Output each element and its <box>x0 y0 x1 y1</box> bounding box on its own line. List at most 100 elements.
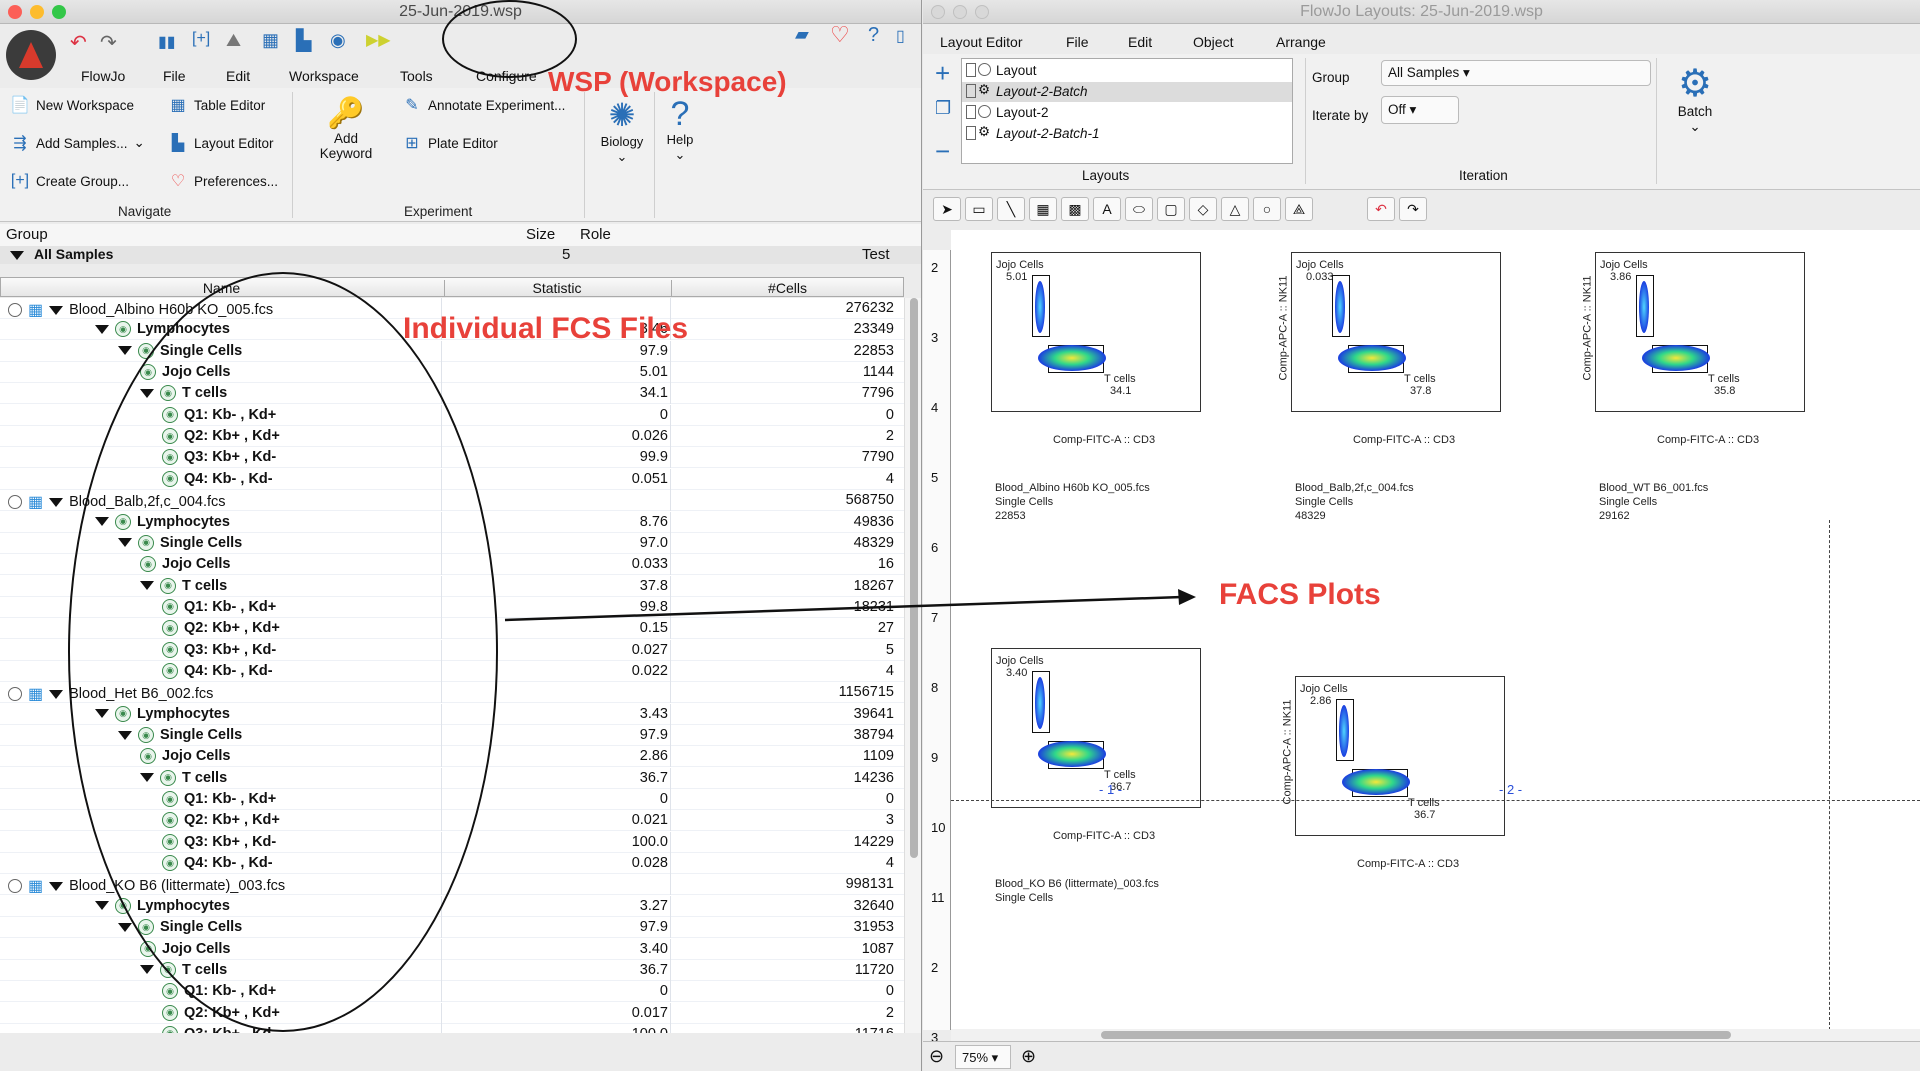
redo-icon[interactable]: ↷ <box>1399 197 1427 221</box>
undo-icon[interactable]: ↶ <box>1367 197 1395 221</box>
zoom-in-icon[interactable]: ⊕ <box>1021 1046 1037 1066</box>
expand-icon[interactable] <box>49 689 64 699</box>
close-button[interactable] <box>8 5 22 19</box>
menu-edit[interactable]: Edit <box>1128 34 1153 50</box>
statistic-cell: 0.051 <box>631 470 668 487</box>
tcell-population <box>1038 741 1106 767</box>
sample-radio[interactable] <box>8 879 22 894</box>
column-divider <box>670 554 671 576</box>
facs-plot[interactable]: Jojo Cells 0.033 T cells 37.8 Comp-FITC-A ::… <box>1277 252 1591 612</box>
all-samples-row[interactable]: All Samples 5 Test <box>0 246 921 264</box>
plate-editor-button[interactable]: ⊞ Plate Editor <box>402 134 498 152</box>
ellipse-tool-icon[interactable]: ⬭ <box>1125 197 1153 221</box>
column-divider <box>441 1023 442 1033</box>
create-group-button[interactable]: [+] Create Group... <box>10 172 129 190</box>
menu-layout-editor[interactable]: Layout Editor <box>940 34 1023 50</box>
table-icon[interactable]: ▦ <box>262 30 280 50</box>
scrollbar-thumb[interactable] <box>910 298 918 858</box>
diamond-tool-icon[interactable]: ◇ <box>1189 197 1217 221</box>
layout-icon[interactable]: ▙ <box>296 30 312 52</box>
minimize-button[interactable] <box>953 5 967 19</box>
add-layout-icon[interactable]: + <box>935 58 951 88</box>
facs-plot[interactable]: Jojo Cells 3.86 T cells 35.8 Comp-FITC-A :: … <box>1581 252 1895 612</box>
help-button[interactable]: ? Help ⌄ <box>660 96 700 163</box>
menu-flowjo[interactable]: FlowJo <box>81 68 126 84</box>
zoom-out-icon[interactable]: ⊖ <box>929 1046 945 1066</box>
heart-icon[interactable]: ♡ <box>830 22 850 47</box>
facs-plot[interactable]: Jojo Cells 3.40 T cells 36.7 Comp-FITC-A :: … <box>991 648 1291 1008</box>
menu-object[interactable]: Object <box>1193 34 1234 50</box>
expand-icon[interactable] <box>118 346 132 356</box>
zoom-button[interactable] <box>52 5 66 19</box>
sample-radio[interactable] <box>8 687 22 702</box>
batch-button[interactable]: ⚙ Batch ⌄ <box>1665 64 1725 135</box>
expand-icon[interactable] <box>49 305 64 315</box>
iterate-select[interactable]: Off ▾ <box>1381 96 1459 124</box>
sample-radio[interactable] <box>8 303 22 317</box>
horizontal-scrollbar[interactable] <box>951 1029 1920 1041</box>
expand-icon[interactable] <box>10 251 24 260</box>
table-tool-icon[interactable]: ▦ <box>1029 197 1057 221</box>
biology-button[interactable]: ✺ Biology ⌄ <box>592 96 652 165</box>
zoom-select[interactable]: 75% ▾ <box>955 1045 1011 1069</box>
select-tool-icon[interactable]: ➤ <box>933 197 961 221</box>
histogram-icon[interactable]: ▮▮ <box>158 34 176 51</box>
menu-file[interactable]: File <box>163 68 186 84</box>
duplicate-layout-icon[interactable]: ❐ <box>935 98 952 118</box>
table-row[interactable]: ◉Q3: Kb+ , Kd- 100.0 11716 <box>0 1023 904 1033</box>
vertical-scrollbar[interactable] <box>904 298 921 1033</box>
minimize-button[interactable] <box>30 5 44 19</box>
globe-icon[interactable]: ◉ <box>330 30 346 50</box>
menu-edit[interactable]: Edit <box>226 68 251 84</box>
bookmark-icon[interactable]: ▰ <box>795 24 809 44</box>
rectangle-tool-icon[interactable]: ▭ <box>965 197 993 221</box>
text-tool-icon[interactable]: A <box>1093 197 1121 221</box>
expand-icon[interactable] <box>49 881 64 891</box>
menu-workspace[interactable]: Workspace <box>289 68 359 84</box>
add-keyword-button[interactable]: 🔑 Add Keyword <box>310 96 382 161</box>
grid-tool-icon[interactable]: ▩ <box>1061 197 1089 221</box>
line-tool-icon[interactable]: ╲ <box>997 197 1025 221</box>
rounded-rect-tool-icon[interactable]: ▢ <box>1157 197 1185 221</box>
forward-icon[interactable]: ▶▶ <box>366 32 391 49</box>
expand-icon[interactable] <box>95 324 109 334</box>
help-icon[interactable]: ? <box>868 24 880 46</box>
menu-arrange[interactable]: Arrange <box>1276 34 1326 50</box>
facs-plot[interactable]: Jojo Cells 5.01 T cells 34.1 Comp-FITC-A :: … <box>991 252 1291 612</box>
preferences-button[interactable]: ♡ Preferences... <box>168 172 278 190</box>
layout-item[interactable]: ⚙ Layout-2-Batch-1 <box>962 124 1292 144</box>
overlay-icon[interactable]: ⛰ <box>226 30 242 50</box>
circle-tool-icon[interactable]: ○ <box>1253 197 1281 221</box>
annotate-experiment-button[interactable]: ✎ Annotate Experiment... <box>402 96 565 114</box>
redo-icon[interactable]: ↷ <box>100 32 117 54</box>
new-workspace-button[interactable]: 📄 New Workspace <box>10 96 134 114</box>
layout-item-selected[interactable]: ⚙ Layout-2-Batch <box>962 82 1292 102</box>
add-samples-button[interactable]: ⇶ Add Samples... ⌄ <box>10 134 145 152</box>
flowjo-logo[interactable] <box>6 30 56 80</box>
undo-icon[interactable]: ↶ <box>70 32 87 54</box>
table-editor-button[interactable]: ▦ Table Editor <box>168 96 265 114</box>
layout-item[interactable]: Layout-2 <box>962 103 1292 123</box>
scrollbar-thumb[interactable] <box>1101 1031 1731 1039</box>
cells-column-header[interactable]: #Cells <box>671 280 903 296</box>
expand-icon[interactable] <box>140 965 154 975</box>
expand-icon[interactable] <box>118 922 132 932</box>
close-button[interactable] <box>931 5 945 19</box>
doc-icon[interactable]: ▯ <box>896 28 905 45</box>
statistic-column-header[interactable]: Statistic <box>444 280 669 296</box>
layout-canvas[interactable]: Jojo Cells 5.01 T cells 34.1 Comp-FITC-A :: … <box>951 230 1920 1030</box>
remove-layout-icon[interactable]: − <box>935 136 951 166</box>
layout-editor-button[interactable]: ▙ Layout Editor <box>168 134 274 152</box>
expand-icon[interactable] <box>95 901 109 911</box>
group-select[interactable]: All Samples ▾ <box>1381 60 1651 86</box>
bracket-icon[interactable]: [+] <box>192 30 211 47</box>
polygon-tool-icon[interactable]: ⟁ <box>1285 197 1313 221</box>
sample-radio[interactable] <box>8 495 22 510</box>
zoom-button[interactable] <box>975 5 989 19</box>
facs-plot[interactable]: Jojo Cells 2.86 T cells 36.7 Comp-FITC-A :: … <box>1281 676 1595 1030</box>
expand-icon[interactable] <box>49 497 64 507</box>
menu-file[interactable]: File <box>1066 34 1089 50</box>
menu-tools[interactable]: Tools <box>400 68 433 84</box>
triangle-tool-icon[interactable]: △ <box>1221 197 1249 221</box>
layout-item[interactable]: Layout <box>962 61 1292 81</box>
